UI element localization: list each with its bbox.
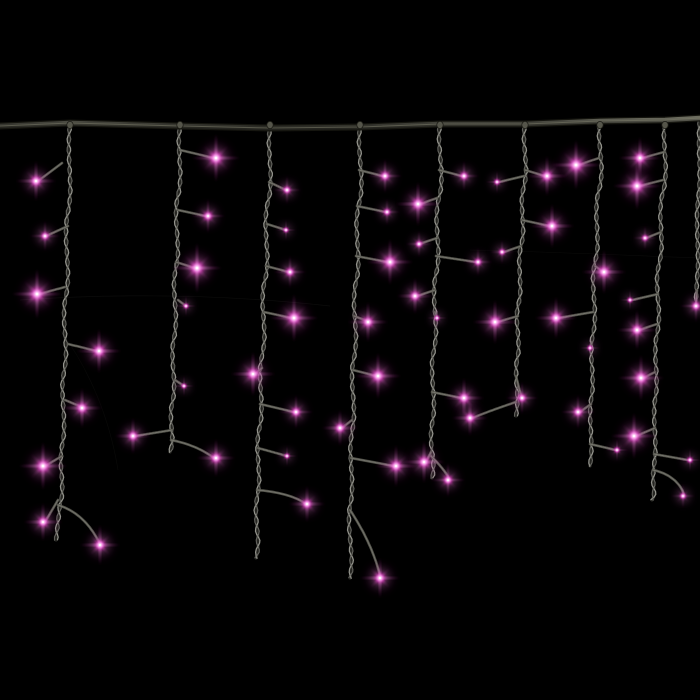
led-bulb — [273, 176, 301, 204]
led-bulb — [197, 439, 235, 477]
led-bulb — [486, 171, 508, 193]
led-bulb — [535, 297, 577, 339]
led-bulb — [191, 199, 225, 233]
led-bulb — [580, 338, 600, 358]
led-bulb — [618, 355, 664, 401]
led-bulb — [452, 400, 488, 436]
led-bulb — [115, 418, 151, 454]
led-bulb — [406, 231, 432, 257]
led-bulb — [431, 463, 465, 497]
led-bulb — [270, 294, 318, 342]
led-bulb — [613, 162, 661, 210]
led-bulb — [679, 449, 700, 471]
led-bulb — [368, 159, 402, 193]
led-bulb — [279, 395, 313, 429]
strand-6 — [513, 122, 529, 418]
led-bulb — [12, 269, 62, 319]
led-bulb — [348, 302, 388, 342]
led-bulb — [396, 182, 440, 226]
led-bulb — [671, 484, 695, 508]
led-bulb — [619, 137, 661, 179]
strand-2 — [168, 124, 183, 454]
led-bulb — [30, 221, 60, 251]
led-bulb — [680, 290, 700, 322]
led-bulb — [530, 204, 574, 248]
led-bulb — [24, 503, 62, 541]
led-bulb — [16, 161, 56, 201]
led-bulb — [192, 134, 240, 182]
led-bulb — [403, 441, 445, 483]
led-bulb — [322, 410, 358, 446]
led-bulb — [274, 256, 306, 288]
led-bulb — [77, 329, 121, 373]
led-bulb — [80, 525, 120, 565]
led-bulb — [174, 376, 194, 396]
led-bulb — [231, 352, 275, 396]
led-bulb — [506, 382, 538, 414]
strand-4 — [346, 125, 364, 580]
led-bulb — [375, 445, 417, 487]
led-bulb — [561, 395, 595, 429]
led-bulb — [551, 140, 601, 190]
drop-strand-wires — [53, 116, 700, 580]
led-bulb — [582, 250, 626, 294]
strand-5 — [428, 122, 444, 480]
led-bulb — [355, 353, 401, 399]
led-bulb — [367, 239, 413, 285]
led-bulb — [449, 161, 479, 191]
led-bulb — [360, 558, 400, 598]
led-bulb — [620, 290, 640, 310]
led-bulb — [427, 308, 447, 328]
led-bulb — [62, 388, 102, 428]
led-bulb — [633, 226, 657, 250]
led-bulb — [473, 300, 517, 344]
led-bulb — [490, 240, 514, 264]
led-bulb — [277, 446, 297, 466]
led-bulb — [276, 220, 296, 240]
strand-3 — [253, 126, 274, 560]
led-bulb — [289, 486, 325, 522]
led-bulb — [527, 156, 567, 196]
led-bulbs — [12, 134, 700, 598]
strand-9-edge — [693, 116, 700, 302]
led-bulb — [176, 296, 196, 316]
led-bulb — [172, 243, 222, 293]
horizontal-power-cable — [0, 114, 700, 132]
led-bulb — [611, 413, 657, 459]
led-bulb — [464, 248, 492, 276]
led-bulb — [19, 442, 67, 490]
led-bulb — [617, 310, 657, 350]
led-bulb — [374, 199, 400, 225]
led-bulb — [397, 278, 433, 314]
